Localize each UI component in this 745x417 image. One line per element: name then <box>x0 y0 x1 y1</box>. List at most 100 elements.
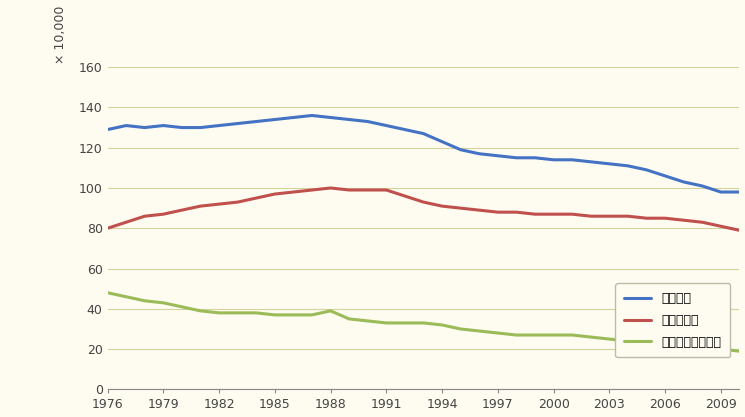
수리불안전답면적 <box>103 290 112 295</box>
송답면적 <box>252 119 261 124</box>
송답면적 <box>586 159 595 164</box>
수리답면적 <box>605 214 614 219</box>
송답면적 <box>512 155 521 160</box>
수리불안전답면적 <box>530 332 539 337</box>
송답면적 <box>233 121 242 126</box>
수리불안전답면적 <box>549 332 558 337</box>
수리답면적 <box>103 226 112 231</box>
송답면적 <box>624 163 633 168</box>
수리불안전답면적 <box>289 312 298 317</box>
수리불안전답면적 <box>382 320 391 325</box>
송답면적 <box>568 157 577 162</box>
수리답면적 <box>400 193 409 198</box>
수리답면적 <box>121 220 130 225</box>
수리불안전답면적 <box>196 308 205 313</box>
수리불안전답면적 <box>270 312 279 317</box>
수리불안전답면적 <box>140 298 149 303</box>
수리불안전답면적 <box>661 343 670 348</box>
송답면적 <box>159 123 168 128</box>
수리답면적 <box>493 210 502 215</box>
수리불안전답면적 <box>624 339 633 344</box>
수리답면적 <box>270 191 279 196</box>
송답면적 <box>121 123 130 128</box>
수리불안전답면적 <box>642 341 651 346</box>
수리불안전답면적 <box>698 347 707 352</box>
수리답면적 <box>661 216 670 221</box>
수리불안전답면적 <box>586 334 595 339</box>
수리불안전답면적 <box>308 312 317 317</box>
수리답면적 <box>159 212 168 217</box>
수리답면적 <box>475 208 484 213</box>
수리불안전답면적 <box>233 310 242 315</box>
수리답면적 <box>419 200 428 205</box>
송답면적 <box>456 147 465 152</box>
수리불안전답면적 <box>345 317 354 322</box>
송답면적 <box>103 127 112 132</box>
수리답면적 <box>215 201 223 206</box>
송답면적 <box>475 151 484 156</box>
수리답면적 <box>308 188 317 193</box>
송답면적 <box>549 157 558 162</box>
수리불안전답면적 <box>326 308 335 313</box>
송답면적 <box>642 167 651 172</box>
수리답면적 <box>530 212 539 217</box>
수리불안전답면적 <box>512 332 521 337</box>
송답면적 <box>364 119 372 124</box>
수리불안전답면적 <box>475 329 484 334</box>
Line: 수리불안전답면적: 수리불안전답면적 <box>107 293 740 351</box>
송답면적 <box>345 117 354 122</box>
수리답면적 <box>735 228 744 233</box>
수리불안전답면적 <box>679 344 688 349</box>
수리답면적 <box>549 212 558 217</box>
송답면적 <box>717 189 726 194</box>
수리불안전답면적 <box>419 320 428 325</box>
수리답면적 <box>512 210 521 215</box>
Line: 수리답면적: 수리답면적 <box>107 188 740 230</box>
수리불안전답면적 <box>717 347 726 352</box>
수리답면적 <box>642 216 651 221</box>
수리불안전답면적 <box>121 294 130 299</box>
수리불안전답면적 <box>215 310 223 315</box>
송답면적 <box>437 139 446 144</box>
수리불안전답면적 <box>568 332 577 337</box>
송답면적 <box>177 125 186 130</box>
Line: 송답면적: 송답면적 <box>107 116 740 192</box>
수리답면적 <box>568 212 577 217</box>
수리답면적 <box>624 214 633 219</box>
수리답면적 <box>364 188 372 193</box>
송답면적 <box>735 189 744 194</box>
수리답면적 <box>437 203 446 208</box>
수리답면적 <box>679 218 688 223</box>
송답면적 <box>605 161 614 166</box>
수리불안전답면적 <box>400 320 409 325</box>
수리답면적 <box>586 214 595 219</box>
수리불안전답면적 <box>493 331 502 336</box>
송답면적 <box>308 113 317 118</box>
수리답면적 <box>252 196 261 201</box>
수리불안전답면적 <box>159 300 168 305</box>
수리불안전답면적 <box>735 349 744 354</box>
송답면적 <box>530 155 539 160</box>
송답면적 <box>140 125 149 130</box>
수리답면적 <box>196 203 205 208</box>
송답면적 <box>400 127 409 132</box>
수리답면적 <box>698 220 707 225</box>
송답면적 <box>289 115 298 120</box>
수리답면적 <box>326 186 335 191</box>
송답면적 <box>493 153 502 158</box>
수리답면적 <box>345 188 354 193</box>
수리답면적 <box>382 188 391 193</box>
수리불안전답면적 <box>177 304 186 309</box>
수리답면적 <box>177 208 186 213</box>
수리답면적 <box>140 214 149 219</box>
수리답면적 <box>456 206 465 211</box>
수리답면적 <box>717 224 726 229</box>
송답면적 <box>215 123 223 128</box>
송답면적 <box>326 115 335 120</box>
송답면적 <box>661 173 670 178</box>
Text: × 10,000: × 10,000 <box>54 5 66 64</box>
수리불안전답면적 <box>456 327 465 332</box>
Legend: 송답면적, 수리답면적, 수리불안전답면적: 송답면적, 수리답면적, 수리불안전답면적 <box>615 284 730 357</box>
송답면적 <box>382 123 391 128</box>
송답면적 <box>698 183 707 188</box>
